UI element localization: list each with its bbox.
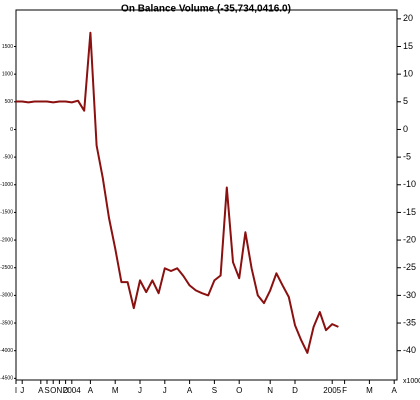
x-tick-label: S [212, 386, 217, 395]
axis-note: x1000 [403, 378, 420, 385]
y2-tick-label: -2500 [0, 265, 13, 271]
y-tick-label: -40 [403, 345, 416, 355]
x-tick-label: J [163, 386, 167, 395]
y-tick-label: 20 [403, 13, 413, 23]
x-tick-label: I [15, 386, 17, 395]
y-tick-label: -5 [403, 151, 411, 161]
x-tick-label: O [236, 386, 242, 395]
x-tick-label: O [50, 386, 56, 395]
plot-frame [15, 9, 398, 381]
x-tick-label: N [57, 386, 63, 395]
y-tick-label: -20 [403, 234, 416, 244]
y2-tick-label: -1000 [0, 182, 13, 188]
chart-title: On Balance Volume (-35,734,0416.0) [121, 4, 291, 15]
x-tick-label: 2004 [63, 386, 81, 395]
x-tick-label: J [20, 386, 24, 395]
y2-tick-label: 1500 [2, 44, 13, 50]
x-tick-label: J [138, 386, 142, 395]
y2-tick-label: -1500 [0, 210, 13, 216]
x-tick-label: A [392, 386, 398, 395]
x-tick-label: F [342, 386, 347, 395]
x-tick-label: A [88, 386, 94, 395]
y2-tick-label: 500 [5, 99, 14, 105]
obv-line [16, 31, 339, 354]
y2-tick-label: -3000 [0, 293, 13, 299]
y-tick-label: -25 [403, 262, 416, 272]
y2-tick-label: -4500 [0, 376, 13, 382]
y2-tick-label: -2000 [0, 237, 13, 243]
y2-tick-label: 1000 [2, 71, 13, 77]
x-tick-label: 2005 [323, 386, 341, 395]
y2-tick-label: -3500 [0, 320, 13, 326]
y2-tick-label: -4000 [0, 348, 13, 354]
y2-tick-label: 0 [10, 127, 13, 133]
x-tick-label: M [112, 386, 119, 395]
y-tick-label: 0 [403, 124, 408, 134]
y-tick-label: 5 [403, 96, 408, 106]
x-tick-label: N [267, 386, 273, 395]
x-tick-label: S [44, 386, 49, 395]
x-tick-label: D [63, 386, 69, 395]
y-tick-label: -15 [403, 207, 416, 217]
x-tick-label: D [292, 386, 298, 395]
y-tick-label: -35 [403, 317, 416, 327]
y-tick-label: -10 [403, 179, 416, 189]
y-tick-label: 15 [403, 41, 413, 51]
y2-tick-label: -500 [3, 154, 13, 160]
y-tick-label: -30 [403, 290, 416, 300]
y-tick-label: 10 [403, 69, 413, 79]
x-tick-label: A [38, 386, 44, 395]
x-tick-label: A [187, 386, 193, 395]
x-tick-label: M [366, 386, 373, 395]
